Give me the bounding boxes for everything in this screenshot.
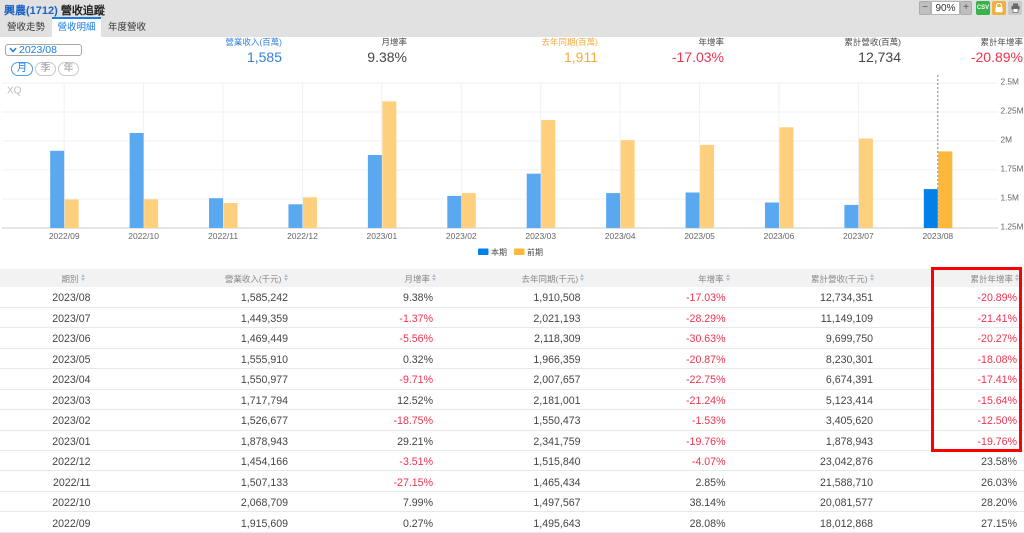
svg-text:2023/01: 2023/01 [367, 231, 398, 241]
svg-text:2023/07: 2023/07 [843, 231, 874, 241]
svg-text:2022/10: 2022/10 [128, 231, 159, 241]
svg-text:前期: 前期 [527, 247, 543, 257]
svg-text:1.75M: 1.75M [1001, 164, 1024, 174]
svg-text:2022/11: 2022/11 [208, 231, 238, 241]
svg-text:2.5M: 2.5M [1001, 77, 1020, 87]
svg-text:XQ: XQ [7, 86, 22, 97]
svg-text:2023/08: 2023/08 [922, 231, 953, 241]
svg-text:2023/05: 2023/05 [684, 231, 715, 241]
svg-text:2022/12: 2022/12 [287, 231, 318, 241]
svg-text:2023/03: 2023/03 [525, 231, 556, 241]
svg-text:2023/02: 2023/02 [446, 231, 477, 241]
svg-text:2M: 2M [1001, 135, 1013, 145]
svg-text:1.25M: 1.25M [1001, 222, 1024, 232]
svg-text:2022/09: 2022/09 [49, 231, 80, 241]
svg-text:本期: 本期 [491, 247, 507, 257]
svg-text:2023/06: 2023/06 [764, 231, 795, 241]
svg-text:1.5M: 1.5M [1001, 193, 1020, 203]
svg-text:2.25M: 2.25M [1001, 106, 1024, 116]
svg-text:2023/04: 2023/04 [605, 231, 636, 241]
